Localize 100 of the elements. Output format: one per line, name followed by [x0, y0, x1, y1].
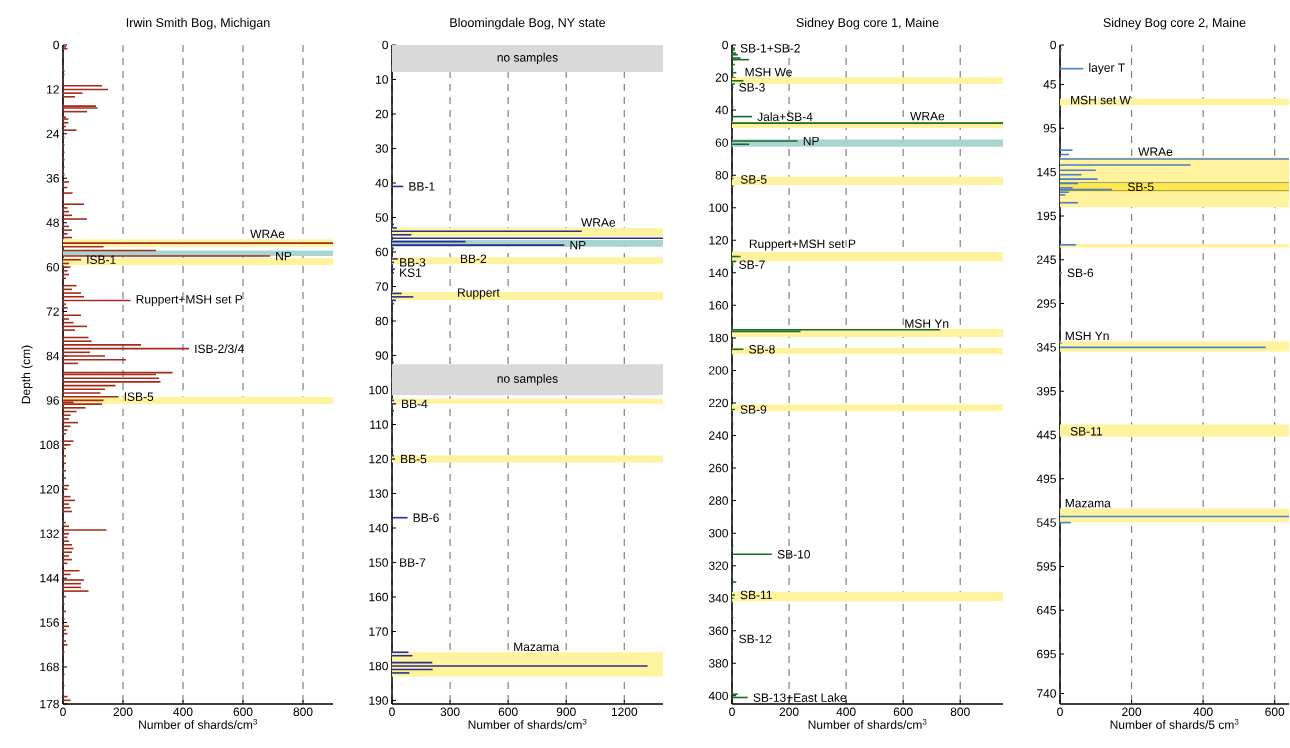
y-tick-label: 36	[46, 174, 59, 183]
y-tick-label: 120	[369, 454, 389, 464]
y-tick-label: 90	[375, 351, 389, 360]
y-tick-label: 240	[709, 431, 729, 440]
annotation: SB-5	[1127, 182, 1154, 192]
x-tick-label: 200	[779, 707, 799, 717]
band-label: no samples	[497, 374, 558, 386]
y-tick-label: 108	[40, 440, 59, 450]
y-tick-label: 695	[1037, 649, 1056, 659]
y-tick-label: 180	[709, 333, 729, 343]
annotation: Ruppert+MSH set P	[136, 295, 243, 306]
annotation: Jala+SB-4	[757, 112, 813, 121]
annotation: NP	[276, 251, 292, 261]
y-tick-label: 0	[53, 40, 60, 50]
annotation: Mazama	[1065, 499, 1111, 508]
annotation: ISB-1	[87, 255, 116, 264]
x-tick-label: 600	[1265, 707, 1285, 717]
y-tick-label: 140	[369, 523, 389, 533]
y-tick-label: 170	[369, 627, 389, 636]
y-tick-label: 0	[1050, 40, 1057, 50]
annotation: WRAe	[250, 229, 285, 239]
y-tick-label: 340	[708, 594, 729, 603]
y-tick-label: 70	[375, 282, 389, 291]
y-tick-label: 30	[375, 144, 389, 153]
y-tick-label: 50	[375, 213, 389, 222]
y-tick-label: 178	[40, 699, 59, 709]
y-tick-label: 245	[1037, 255, 1056, 264]
y-tick-label: 40	[715, 105, 729, 115]
annotation: SB-10	[777, 550, 811, 559]
y-tick-label: 80	[715, 170, 729, 180]
annotation: BB-1	[409, 182, 435, 191]
x-axis-title: Number of shards/cm$^{3}$	[468, 718, 587, 729]
annotation: SB-9	[740, 405, 767, 414]
y-tick-label: 72	[46, 307, 59, 316]
annotation: MSH Yn	[905, 319, 949, 328]
y-tick-label: 160	[709, 301, 729, 310]
annotation: BB-6	[413, 513, 439, 522]
y-tick-label: 60	[375, 247, 389, 257]
y-tick-label: 260	[709, 463, 729, 473]
x-tick-label: 200	[1122, 707, 1142, 717]
annotation: BB-2	[460, 254, 487, 263]
annotation: SB-1+SB-2	[740, 44, 800, 53]
annotation: WRAe	[1138, 147, 1173, 156]
y-tick-label: 0	[382, 40, 389, 50]
annotation: SB-12	[739, 634, 772, 644]
x-tick-label: 600	[893, 707, 913, 717]
chart-title: Irwin Smith Bog, Michigan	[126, 17, 270, 30]
x-axis-title: Number of shards/5 cm$^{3}$	[1110, 718, 1239, 729]
x-axis-title: Number of shards/cm$^{3}$	[808, 718, 927, 729]
annotation: MSH set W	[1071, 95, 1131, 105]
y-tick-label: 280	[709, 496, 729, 505]
y-tick-label: 445	[1036, 430, 1056, 440]
annotation: BB-7	[400, 558, 426, 567]
annotation: SB-11	[1070, 427, 1103, 436]
y-tick-label: 156	[40, 618, 59, 627]
y-tick-label: 595	[1036, 562, 1056, 571]
x-axis-title: Number of shards/cm$^{3}$	[139, 718, 257, 729]
y-tick-label: 100	[369, 385, 389, 395]
y-tick-label: 144	[40, 574, 60, 583]
annotation: BB-5	[401, 454, 427, 464]
y-tick-label: 96	[46, 396, 59, 405]
annotation: BB-4	[402, 399, 428, 408]
y-tick-label: 12	[47, 85, 59, 94]
annotation: Mazama	[514, 642, 560, 652]
annotation: ISB-5	[124, 392, 154, 401]
y-tick-label: 132	[40, 529, 59, 538]
y-tick-label: 40	[375, 178, 389, 188]
y-tick-label: 295	[1037, 299, 1056, 308]
y-tick-label: 120	[709, 236, 729, 245]
y-tick-label: 380	[708, 659, 729, 668]
y-tick-label: 400	[708, 691, 729, 701]
annotation: NP	[803, 136, 819, 146]
y-tick-label: 140	[709, 268, 729, 278]
chart-title: Bloomingdale Bog, NY state	[450, 17, 606, 30]
y-tick-label: 645	[1037, 606, 1056, 615]
y-tick-label: 300	[708, 528, 729, 538]
annotation: SB-8	[749, 345, 775, 354]
y-tick-label: 0	[722, 40, 729, 50]
y-tick-label: 195	[1037, 211, 1056, 221]
annotation: KS1	[400, 268, 422, 277]
annotation: SB-5	[740, 175, 767, 184]
y-tick-label: 120	[40, 485, 59, 494]
y-tick-label: 60	[46, 262, 60, 272]
y-tick-label: 48	[46, 218, 59, 227]
y-tick-label: 10	[376, 75, 389, 84]
annotation: ISB-2/3/4	[195, 344, 244, 353]
y-tick-label: 190	[369, 696, 389, 705]
y-tick-label: 100	[709, 203, 729, 212]
annotation: MSH We	[745, 67, 792, 77]
y-tick-label: 20	[715, 73, 729, 82]
x-tick-label: 900	[556, 707, 576, 717]
y-tick-label: 110	[370, 420, 389, 429]
y-tick-label: 180	[369, 661, 389, 671]
y-tick-label: 80	[375, 316, 389, 326]
annotation: WRAe	[910, 111, 945, 121]
chart-title: Sidney Bog core 2, Maine	[1103, 17, 1246, 30]
annotation: Ruppert+MSH set P	[749, 239, 856, 251]
x-tick-label: 600	[498, 707, 518, 717]
annotation: layer T	[1089, 63, 1125, 75]
annotation: MSH Yn	[1065, 331, 1109, 340]
